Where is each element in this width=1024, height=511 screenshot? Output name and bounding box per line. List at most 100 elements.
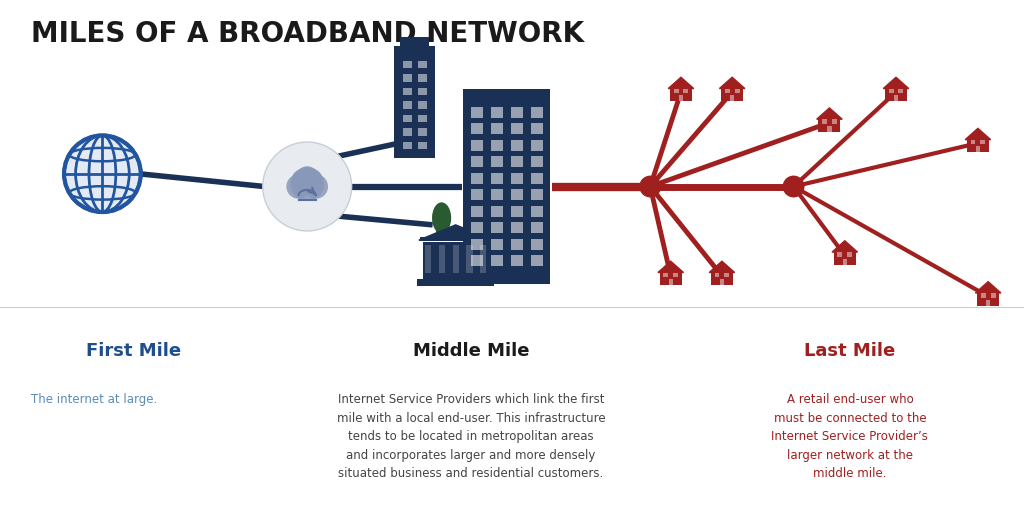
- FancyBboxPatch shape: [490, 239, 503, 249]
- FancyBboxPatch shape: [471, 173, 483, 183]
- FancyBboxPatch shape: [976, 146, 980, 152]
- FancyBboxPatch shape: [715, 273, 720, 277]
- FancyBboxPatch shape: [403, 114, 413, 123]
- FancyBboxPatch shape: [885, 88, 907, 101]
- FancyBboxPatch shape: [659, 272, 682, 285]
- FancyBboxPatch shape: [530, 206, 543, 217]
- FancyBboxPatch shape: [418, 74, 427, 82]
- Circle shape: [302, 169, 323, 190]
- FancyBboxPatch shape: [511, 222, 523, 233]
- FancyBboxPatch shape: [471, 123, 483, 134]
- FancyBboxPatch shape: [511, 123, 523, 134]
- FancyBboxPatch shape: [847, 252, 852, 257]
- Ellipse shape: [432, 202, 452, 234]
- Polygon shape: [833, 241, 857, 252]
- FancyBboxPatch shape: [674, 89, 679, 93]
- FancyBboxPatch shape: [418, 101, 427, 109]
- FancyBboxPatch shape: [490, 156, 503, 167]
- FancyBboxPatch shape: [403, 87, 413, 96]
- Polygon shape: [976, 282, 1000, 293]
- FancyBboxPatch shape: [818, 119, 841, 132]
- FancyBboxPatch shape: [720, 279, 724, 285]
- FancyBboxPatch shape: [889, 89, 894, 93]
- FancyBboxPatch shape: [831, 120, 837, 124]
- FancyBboxPatch shape: [403, 61, 413, 68]
- FancyBboxPatch shape: [471, 256, 483, 266]
- FancyBboxPatch shape: [530, 190, 543, 200]
- FancyBboxPatch shape: [463, 89, 551, 284]
- FancyBboxPatch shape: [511, 140, 523, 151]
- FancyBboxPatch shape: [418, 128, 427, 136]
- Circle shape: [783, 176, 804, 197]
- FancyBboxPatch shape: [400, 37, 429, 46]
- Ellipse shape: [65, 135, 140, 212]
- FancyBboxPatch shape: [679, 95, 683, 101]
- Polygon shape: [884, 77, 908, 88]
- Polygon shape: [419, 225, 493, 240]
- FancyBboxPatch shape: [511, 206, 523, 217]
- Text: Last Mile: Last Mile: [804, 342, 896, 360]
- FancyBboxPatch shape: [530, 173, 543, 183]
- FancyBboxPatch shape: [980, 140, 985, 144]
- FancyBboxPatch shape: [977, 293, 999, 306]
- FancyBboxPatch shape: [511, 173, 523, 183]
- FancyBboxPatch shape: [471, 206, 483, 217]
- FancyBboxPatch shape: [673, 273, 678, 277]
- FancyBboxPatch shape: [986, 299, 990, 306]
- Text: First Mile: First Mile: [86, 342, 180, 360]
- Text: The internet at large.: The internet at large.: [31, 393, 157, 406]
- FancyBboxPatch shape: [471, 190, 483, 200]
- FancyBboxPatch shape: [490, 140, 503, 151]
- FancyBboxPatch shape: [418, 114, 427, 123]
- Polygon shape: [817, 108, 842, 119]
- Text: Internet Service Providers which link the first
mile with a local end-user. This: Internet Service Providers which link th…: [337, 393, 605, 480]
- FancyBboxPatch shape: [418, 87, 427, 96]
- FancyBboxPatch shape: [424, 242, 488, 273]
- FancyBboxPatch shape: [711, 272, 733, 285]
- FancyBboxPatch shape: [425, 245, 431, 273]
- FancyBboxPatch shape: [471, 140, 483, 151]
- FancyBboxPatch shape: [471, 222, 483, 233]
- Polygon shape: [966, 128, 990, 140]
- Polygon shape: [710, 261, 734, 272]
- Circle shape: [292, 169, 312, 190]
- FancyBboxPatch shape: [530, 123, 543, 134]
- FancyBboxPatch shape: [511, 239, 523, 249]
- FancyBboxPatch shape: [725, 89, 730, 93]
- Polygon shape: [669, 77, 693, 88]
- FancyBboxPatch shape: [471, 107, 483, 118]
- FancyBboxPatch shape: [511, 107, 523, 118]
- FancyBboxPatch shape: [453, 245, 459, 273]
- FancyBboxPatch shape: [734, 89, 739, 93]
- FancyBboxPatch shape: [490, 107, 503, 118]
- FancyBboxPatch shape: [438, 245, 444, 273]
- FancyBboxPatch shape: [480, 245, 486, 273]
- Circle shape: [640, 176, 660, 197]
- FancyBboxPatch shape: [822, 120, 827, 124]
- FancyBboxPatch shape: [683, 89, 688, 93]
- FancyBboxPatch shape: [990, 293, 995, 297]
- FancyBboxPatch shape: [436, 221, 446, 239]
- Circle shape: [296, 166, 318, 190]
- FancyBboxPatch shape: [490, 256, 503, 266]
- FancyBboxPatch shape: [418, 142, 427, 149]
- FancyBboxPatch shape: [721, 88, 743, 101]
- Circle shape: [287, 174, 311, 199]
- FancyBboxPatch shape: [530, 107, 543, 118]
- FancyBboxPatch shape: [530, 222, 543, 233]
- Circle shape: [263, 142, 351, 231]
- Circle shape: [303, 174, 328, 199]
- FancyBboxPatch shape: [894, 95, 898, 101]
- Text: A retail end-user who
must be connected to the
Internet Service Provider’s
large: A retail end-user who must be connected …: [771, 393, 929, 480]
- FancyBboxPatch shape: [511, 256, 523, 266]
- FancyBboxPatch shape: [418, 61, 427, 68]
- FancyBboxPatch shape: [490, 190, 503, 200]
- FancyBboxPatch shape: [670, 88, 692, 101]
- FancyBboxPatch shape: [403, 128, 413, 136]
- FancyBboxPatch shape: [418, 279, 494, 286]
- FancyBboxPatch shape: [467, 245, 473, 273]
- FancyBboxPatch shape: [843, 259, 847, 265]
- FancyBboxPatch shape: [490, 123, 503, 134]
- FancyBboxPatch shape: [981, 293, 986, 297]
- FancyBboxPatch shape: [971, 140, 976, 144]
